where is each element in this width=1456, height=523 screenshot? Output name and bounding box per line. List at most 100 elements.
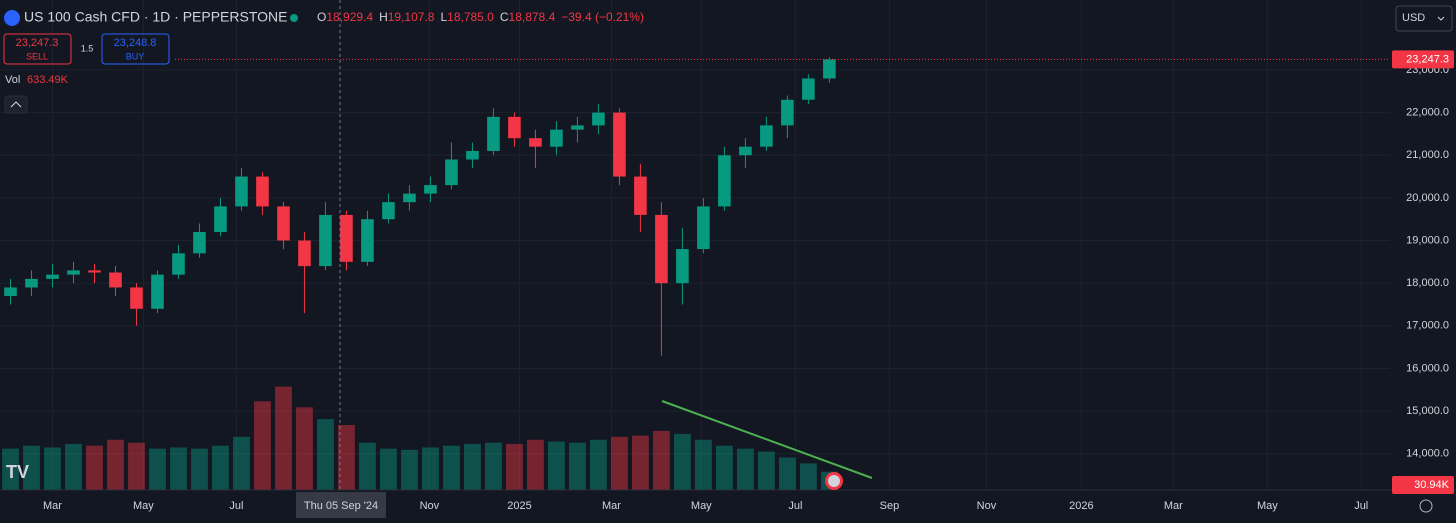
y-tick-label: 17,000.0 bbox=[1406, 320, 1449, 332]
volume-bar bbox=[527, 439, 544, 490]
candle-body bbox=[655, 214, 668, 284]
x-tick-label: Nov bbox=[420, 500, 440, 512]
volume-bar bbox=[170, 447, 187, 490]
volume-bar bbox=[233, 436, 250, 490]
buy-button[interactable] bbox=[101, 33, 170, 65]
candle-body bbox=[193, 231, 206, 254]
symbol-icon bbox=[4, 10, 20, 26]
candle-body bbox=[718, 155, 731, 207]
volume-bar bbox=[296, 407, 313, 490]
x-tick-label: May bbox=[1257, 500, 1278, 512]
event-flag bbox=[828, 475, 840, 487]
ohlc: O 18,929.4 H 19,107.8 L 18,785.0 C 18,878.4 −39.… bbox=[317, 10, 644, 24]
candle-body bbox=[382, 202, 395, 220]
candle-body bbox=[781, 99, 794, 126]
ohlc-change: −39.4 (−0.21%) bbox=[561, 10, 644, 24]
volume-bar bbox=[548, 441, 565, 490]
candle-body bbox=[67, 270, 80, 275]
crosshair-date: Thu 05 Sep '24 bbox=[304, 500, 378, 512]
volume-bar bbox=[212, 445, 229, 490]
dropdown-icon bbox=[1437, 16, 1445, 21]
y-tick-label: 18,000.0 bbox=[1406, 277, 1449, 289]
candle-body bbox=[277, 206, 290, 241]
volume-bar bbox=[422, 447, 439, 490]
candle-layer bbox=[4, 57, 836, 356]
volume-bar bbox=[149, 448, 166, 490]
candle-body bbox=[340, 214, 353, 262]
candle-body bbox=[151, 274, 164, 309]
candle-body bbox=[4, 287, 17, 296]
sell-button[interactable] bbox=[3, 33, 72, 65]
ohlc-key: C bbox=[500, 10, 509, 24]
candle-body bbox=[172, 253, 185, 275]
settings-icon[interactable] bbox=[1419, 499, 1433, 513]
candle-body bbox=[256, 176, 269, 207]
currency-button[interactable] bbox=[1395, 5, 1453, 32]
y-tick-label: 14,000.0 bbox=[1406, 448, 1449, 460]
volume-bar bbox=[128, 442, 145, 490]
candle-body bbox=[550, 129, 563, 147]
logo: TV bbox=[6, 462, 29, 482]
currency: USD bbox=[1402, 12, 1425, 24]
volume-bar bbox=[65, 443, 82, 490]
candle-body bbox=[445, 159, 458, 186]
spread: 1.5 bbox=[81, 43, 94, 53]
grid bbox=[0, 0, 1390, 490]
y-tick-label: 19,000.0 bbox=[1406, 234, 1449, 246]
candle-body bbox=[802, 78, 815, 100]
candle-body bbox=[571, 125, 584, 130]
volume-bar bbox=[611, 436, 628, 490]
ohlc-key: H bbox=[379, 10, 388, 24]
volume-bar bbox=[44, 447, 61, 490]
y-tick-label: 22,000.0 bbox=[1406, 106, 1449, 118]
volume-bar bbox=[401, 449, 418, 490]
candle-body bbox=[109, 272, 122, 288]
candle-body bbox=[25, 278, 38, 288]
axes: 14,000.0 15,000.0 16,000.0 17,000.0 18,000.0… bbox=[43, 64, 1449, 512]
volume-bar bbox=[338, 425, 355, 490]
last-volume-tag bbox=[1392, 476, 1454, 494]
candle-body bbox=[130, 287, 143, 309]
volume-bar bbox=[380, 448, 397, 490]
ohlc-value: 18,785.0 bbox=[447, 10, 494, 24]
volume-bar bbox=[736, 448, 754, 490]
candle-body bbox=[46, 274, 59, 279]
volume-bar bbox=[86, 445, 103, 490]
y-tick-label: 15,000.0 bbox=[1406, 405, 1449, 417]
volume-bar bbox=[506, 443, 523, 490]
candle-body bbox=[298, 240, 311, 267]
volume-bar bbox=[590, 439, 607, 490]
y-tick-label: 21,000.0 bbox=[1406, 149, 1449, 161]
volume-title: Vol bbox=[5, 74, 20, 86]
candle-body bbox=[529, 138, 542, 147]
candle-body bbox=[676, 249, 689, 284]
volume-bar bbox=[254, 401, 271, 490]
volume-bar bbox=[107, 439, 124, 490]
collapse-icon bbox=[10, 101, 22, 108]
x-tick-label: Jul bbox=[788, 500, 802, 512]
candle-body bbox=[466, 150, 479, 160]
volume-bar bbox=[569, 442, 586, 490]
candle-body bbox=[214, 206, 227, 232]
x-tick-label: Jul bbox=[1354, 500, 1368, 512]
volume-bar bbox=[632, 435, 649, 490]
buy-label: BUY bbox=[126, 51, 145, 61]
ohlc-value: 18,878.4 bbox=[509, 10, 556, 24]
x-tick-label: Sep bbox=[880, 500, 900, 512]
y-tick-label: 16,000.0 bbox=[1406, 362, 1449, 374]
candle-body bbox=[739, 146, 752, 156]
candle-body bbox=[697, 206, 710, 250]
symbol-title[interactable]: US 100 Cash CFD · 1D · PEPPERSTONE bbox=[24, 9, 287, 25]
x-tick-label: Mar bbox=[1164, 500, 1183, 512]
sell-label: SELL bbox=[26, 51, 48, 61]
candle-body bbox=[487, 116, 500, 151]
candle-body bbox=[823, 59, 836, 79]
candle-body bbox=[361, 219, 374, 262]
candle-body bbox=[613, 112, 626, 177]
candle-body bbox=[424, 185, 437, 194]
price-axis bbox=[1390, 0, 1456, 490]
last-volume-label: 30.94K bbox=[1414, 479, 1450, 491]
collapse-button[interactable] bbox=[4, 95, 28, 114]
ohlc-value: 18,929.4 bbox=[326, 10, 373, 24]
